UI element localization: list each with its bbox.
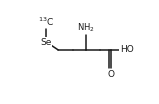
Text: Se: Se bbox=[40, 38, 51, 47]
Text: O: O bbox=[108, 70, 115, 79]
Text: $^{13}$C: $^{13}$C bbox=[38, 16, 54, 28]
Text: HO: HO bbox=[120, 45, 134, 54]
Text: NH$_2$: NH$_2$ bbox=[77, 21, 95, 34]
